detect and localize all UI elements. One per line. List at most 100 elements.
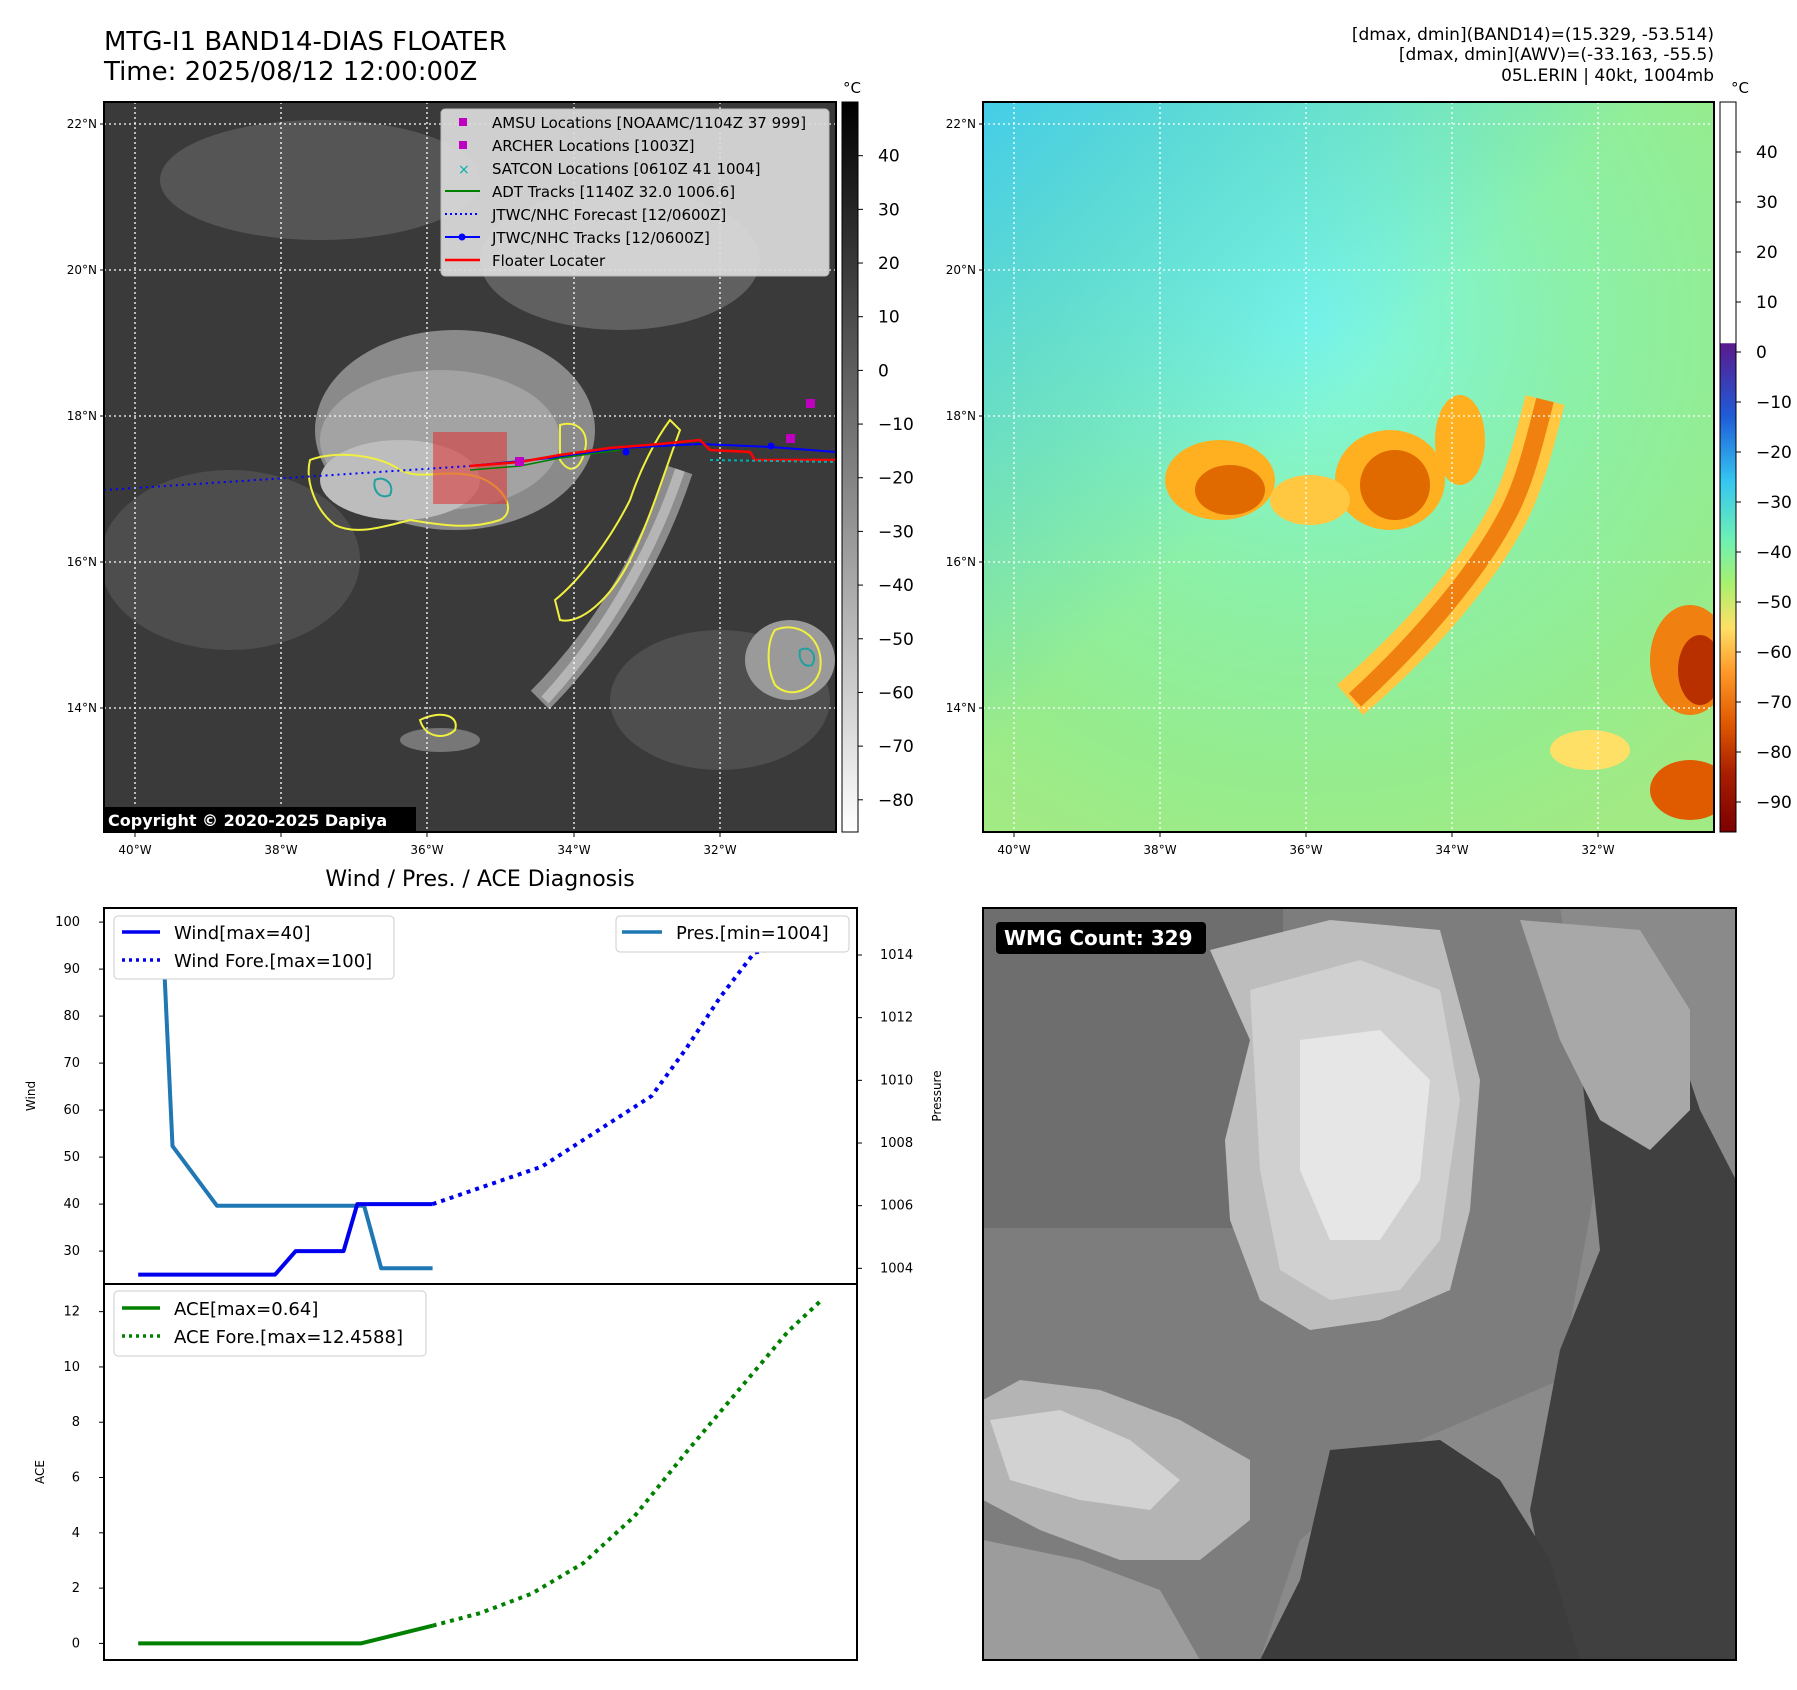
lat-tick-label: 14°N [67, 701, 97, 715]
legend-forecast: JTWC/NHC Forecast [12/0600Z] [491, 206, 726, 224]
legend-wind-forecast: Wind Fore.[max=100] [174, 951, 372, 972]
colorbar-tick-label: 30 [1756, 193, 1778, 213]
legend-adt: ADT Tracks [1140Z 32.0 1006.6] [492, 183, 735, 201]
ace-tick-label: 0 [72, 1636, 80, 1651]
colorbar-tick-label: −20 [878, 469, 914, 489]
wind-ticks: 30 40 50 60 70 80 90 100 [55, 915, 104, 1259]
lat-tick-label: 16°N [67, 555, 97, 569]
diagnosis-title: Wind / Pres. / ACE Diagnosis [325, 867, 634, 892]
ace-tick-label: 12 [63, 1305, 80, 1320]
pressure-tick-label: 1012 [880, 1011, 913, 1026]
awv-colorbar [1719, 101, 1737, 833]
colorbar-tick-label: −50 [1756, 593, 1792, 613]
lon-tick-label: 32°W [703, 843, 736, 857]
colorbar-tick-label: −50 [878, 630, 914, 650]
lat-tick-label: 22°N [946, 117, 976, 131]
lon-tick-label: 40°W [118, 843, 151, 857]
ace-tick-label: 8 [72, 1415, 80, 1430]
wind-tick-label: 40 [63, 1197, 80, 1212]
copyright-text: Copyright © 2020-2025 Dapiya [108, 811, 387, 830]
wind-tick-label: 60 [63, 1103, 80, 1118]
square-marker-icon [459, 118, 467, 126]
legend-satcon: SATCON Locations [0610Z 41 1004] [492, 160, 760, 178]
legend-wind: Wind[max=40] [174, 923, 311, 944]
legend-amsu: AMSU Locations [NOAAMC/1104Z 37 999] [492, 114, 806, 132]
lon-tick-label: 34°W [557, 843, 590, 857]
pressure-tick-label: 1008 [880, 1136, 913, 1151]
lat-tick-label: 16°N [946, 555, 976, 569]
wind-tick-label: 80 [63, 1009, 80, 1024]
colorbar-tick-label: −60 [1756, 643, 1792, 663]
legend-ace-forecast: ACE Fore.[max=12.4588] [174, 1327, 403, 1348]
lat-tick-label: 20°N [67, 263, 97, 277]
colorbar-tick-label: 10 [878, 308, 900, 328]
colorbar-tick-label: −30 [878, 522, 914, 542]
legend-ace: ACE[max=0.64] [174, 1299, 318, 1320]
ir-map-panel: AMSU Locations [NOAAMC/1104Z 37 999] ARC… [103, 79, 914, 833]
wind-legend: Wind[max=40] Wind Fore.[max=100] [113, 915, 395, 980]
map-axis-labels: 22°N 20°N 18°N 16°N 14°N 40°W 38°W 36°W 34°W 32°W… [67, 117, 1615, 857]
colorbar-tick-label: −90 [1756, 793, 1792, 813]
awv-imagery [983, 102, 1714, 832]
legend-archer: ARCHER Locations [1003Z] [492, 137, 695, 155]
wind-tick-label: 90 [63, 962, 80, 977]
pressure-ticks: 1004 1006 1008 1010 1012 1014 [857, 948, 913, 1276]
ace-axis-label: ACE [33, 1460, 47, 1484]
lat-tick-label: 18°N [946, 409, 976, 423]
pressure-tick-label: 1004 [880, 1261, 913, 1276]
ir-legend: AMSU Locations [NOAAMC/1104Z 37 999] ARC… [440, 108, 830, 277]
lat-tick-label: 22°N [67, 117, 97, 131]
ir-colorbar-unit: °C [843, 79, 861, 97]
colorbar-tick-label: −40 [878, 576, 914, 596]
lat-tick-label: 14°N [946, 701, 976, 715]
lat-tick-label: 20°N [946, 263, 976, 277]
wind-tick-label: 50 [63, 1150, 80, 1165]
info-storm-summary: 05L.ERIN | 40kt, 1004mb [1501, 66, 1714, 86]
colorbar-tick-label: 0 [878, 361, 889, 381]
amsu-marker [786, 434, 795, 443]
lon-tick-label: 34°W [1435, 843, 1468, 857]
colorbar-tick-label: 0 [1756, 343, 1767, 363]
info-awv-range: [dmax, dmin](AWV)=(-33.163, -55.5) [1399, 45, 1714, 65]
ace-legend: ACE[max=0.64] ACE Fore.[max=12.4588] [113, 1290, 427, 1357]
ace-tick-label: 4 [72, 1526, 80, 1541]
wmg-panel: WMG Count: 329 [982, 907, 1737, 1661]
lon-tick-label: 40°W [997, 843, 1030, 857]
ace-tick-label: 2 [72, 1581, 80, 1596]
colorbar-tick-label: −10 [1756, 393, 1792, 413]
pressure-tick-label: 1006 [880, 1199, 913, 1214]
wind-axis-label: Wind [24, 1081, 38, 1111]
lon-tick-label: 36°W [410, 843, 443, 857]
colorbar-tick-label: −20 [1756, 443, 1792, 463]
ace-tick-label: 10 [63, 1360, 80, 1375]
lon-tick-label: 38°W [1143, 843, 1176, 857]
awv-colorbar-unit: °C [1731, 79, 1749, 97]
colorbar-tick-label: −70 [878, 737, 914, 757]
figure-time: Time: 2025/08/12 12:00:00Z [103, 57, 477, 87]
colorbar-tick-label: −70 [1756, 693, 1792, 713]
lat-tick-label: 18°N [67, 409, 97, 423]
colorbar-tick-label: −80 [1756, 743, 1792, 763]
colorbar-tick-label: −80 [878, 791, 914, 811]
forecast-track [104, 465, 471, 491]
colorbar-tick-label: 20 [878, 254, 900, 274]
ir-colorbar-ticks: 40 30 20 10 0 −10 −20 −30 −40 −50 −60 −70 −80 [858, 147, 914, 811]
wmg-count-label: WMG Count: 329 [1004, 926, 1193, 950]
colorbar-tick-label: 40 [878, 147, 900, 167]
ace-tick-label: 6 [72, 1471, 80, 1486]
colorbar-tick-label: −30 [1756, 493, 1792, 513]
wind-tick-label: 100 [55, 915, 80, 930]
legend-floater: Floater Locater [492, 252, 606, 270]
awv-colorbar-ticks: 40 30 20 10 0 −10 −20 −30 −40 −50 −60 −70 −80 −90 [1736, 143, 1792, 813]
amsu-marker [806, 399, 815, 408]
archer-marker [515, 457, 524, 466]
colorbar-tick-label: 10 [1756, 293, 1778, 313]
lon-tick-label: 32°W [1581, 843, 1614, 857]
colorbar-tick-label: −40 [1756, 543, 1792, 563]
ir-colorbar [841, 101, 859, 833]
wmg-count-badge [996, 922, 1206, 954]
x-marker-icon: × [458, 162, 470, 178]
colorbar-tick-label: −10 [878, 415, 914, 435]
